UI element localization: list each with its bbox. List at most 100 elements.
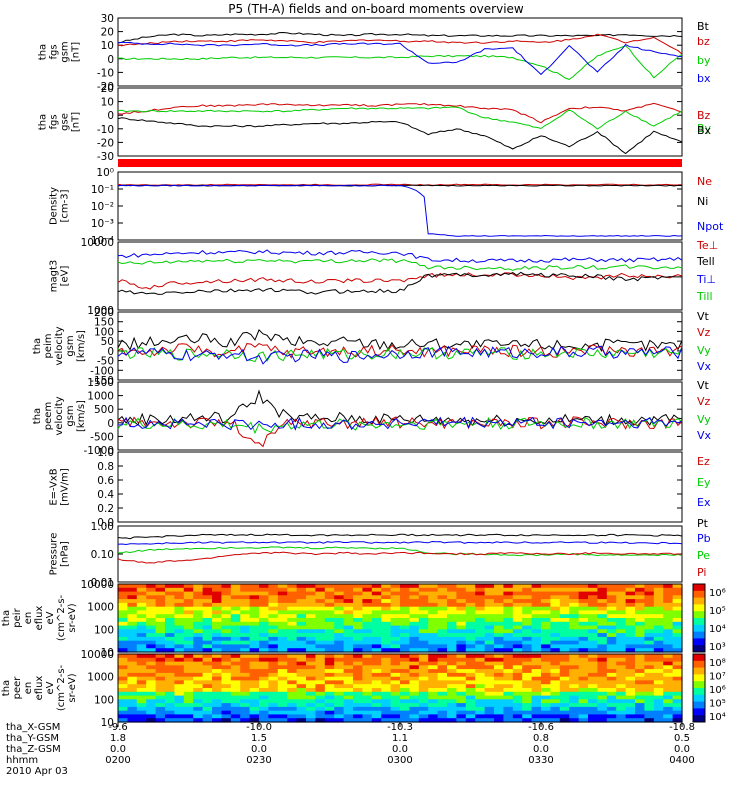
legend-entry: Ex: [697, 496, 711, 509]
colorbar-tick-label: 10⁸: [709, 658, 726, 669]
spectrogram-cell: [136, 606, 147, 612]
spectrogram-cell: [118, 595, 128, 600]
spectrogram-cell: [541, 640, 551, 646]
spectrogram-cell: [503, 714, 514, 719]
spectrogram-cell: [559, 618, 570, 623]
spectrogram-cell: [155, 599, 166, 604]
spectrogram-cell: [306, 684, 316, 689]
spectrogram-cell: [249, 718, 260, 723]
spectrogram-cell: [371, 703, 382, 708]
spectrogram-cell: [456, 657, 467, 663]
spectrogram-cell: [578, 691, 589, 697]
spectrogram-cell: [588, 648, 598, 653]
spectrogram-cell: [465, 614, 476, 619]
spectrogram-cell: [559, 584, 570, 589]
spectrogram-cell: [503, 618, 514, 623]
spectrogram-cell: [202, 633, 213, 638]
spectrogram-cell: [437, 595, 448, 600]
spectrogram-cell: [531, 629, 542, 634]
spectrogram-cell: [456, 714, 467, 719]
spectrogram-cell: [183, 695, 194, 700]
spectrogram-cell: [503, 654, 514, 659]
spectrogram-cell: [277, 699, 288, 704]
spectrogram-cell: [193, 636, 204, 642]
spectrogram-cell: [512, 587, 523, 593]
spectrogram-cell: [183, 718, 194, 723]
spectrogram-cell: [606, 672, 617, 678]
spectrogram-cell: [522, 621, 533, 627]
spectrogram-cell: [390, 676, 401, 682]
spectrogram-cell: [324, 661, 335, 666]
spectrogram-cell: [550, 714, 561, 719]
spectrogram-cell: [212, 633, 222, 638]
spectrogram-cell: [287, 695, 298, 700]
spectrogram-cell: [268, 680, 279, 685]
spectrogram-cell: [277, 657, 288, 663]
spectrogram-cell: [324, 688, 335, 693]
legend-entry: Vx: [697, 429, 712, 442]
spectrogram-cell: [230, 654, 241, 659]
spectrogram-cell: [287, 610, 298, 615]
spectrogram-cell: [371, 691, 382, 697]
spectrogram-cell: [653, 691, 664, 697]
spectrogram-cell: [475, 595, 486, 600]
spectrogram-cell: [531, 614, 542, 619]
spectrogram-cell: [400, 636, 410, 642]
spectrogram-cell: [663, 648, 674, 653]
spectrogram-cell: [465, 587, 476, 593]
spectrogram-cell: [390, 680, 401, 685]
spectrogram-cell: [212, 654, 222, 659]
spectrogram-cell: [522, 602, 533, 608]
spectrogram-cell: [324, 587, 335, 593]
spectrogram-cell: [569, 614, 580, 619]
spectrogram-cell: [371, 595, 382, 600]
spectrogram-cell: [559, 644, 570, 649]
spectrogram-cell: [381, 676, 392, 682]
spectrogram-cell: [315, 718, 326, 723]
footer-value: 0200: [105, 755, 130, 766]
y-axis-label: gsm: [65, 405, 76, 426]
spectrogram-cell: [118, 684, 128, 689]
spectrogram-cell: [597, 633, 608, 638]
spectrogram-cell: [531, 610, 542, 615]
spectrogram-cell: [512, 648, 523, 653]
spectrogram-cell: [597, 703, 608, 708]
spectrogram-cell: [230, 684, 241, 689]
y-axis-label: eflux: [34, 676, 45, 701]
spectrogram-cell: [306, 591, 316, 596]
spectrogram-cell: [306, 695, 316, 700]
spectrogram-cell: [465, 599, 476, 604]
spectrogram-cell: [512, 599, 523, 604]
spectrogram-cell: [259, 688, 269, 693]
spectrogram-cell: [428, 599, 439, 604]
spectrogram-cell: [512, 629, 523, 634]
spectrogram-cell: [362, 695, 373, 700]
spectrogram-cell: [606, 680, 617, 685]
spectrogram-cell: [475, 584, 486, 589]
spectrogram-cell: [484, 661, 495, 666]
spectrogram-cell: [381, 644, 392, 649]
spectrogram-cell: [212, 684, 222, 689]
spectrogram-cell: [202, 706, 213, 712]
spectrogram-cell: [400, 703, 410, 708]
spectrogram-cell: [409, 718, 420, 723]
spectrogram-cell: [296, 676, 307, 682]
spectrogram-cell: [550, 672, 561, 678]
spectrogram-cell: [484, 606, 495, 612]
spectrogram-cell: [315, 654, 326, 659]
footer-value: 0330: [528, 755, 553, 766]
spectrogram-cell: [334, 633, 345, 638]
spectrogram-cell: [606, 718, 617, 723]
spectrogram-cell: [578, 618, 589, 623]
spectrogram-cell: [512, 665, 523, 670]
spectrogram-cell: [249, 587, 260, 593]
spectrogram-cell: [456, 676, 467, 682]
y-tick-label: 10: [101, 647, 114, 659]
spectrogram-cell: [249, 699, 260, 704]
spectrogram-cell: [597, 640, 608, 646]
spectrogram-cell: [193, 669, 204, 674]
spectrogram-cell: [371, 629, 382, 634]
spectrogram-cell: [353, 629, 363, 634]
spectrogram-cell: [616, 699, 627, 704]
spectrogram-cell: [475, 695, 486, 700]
